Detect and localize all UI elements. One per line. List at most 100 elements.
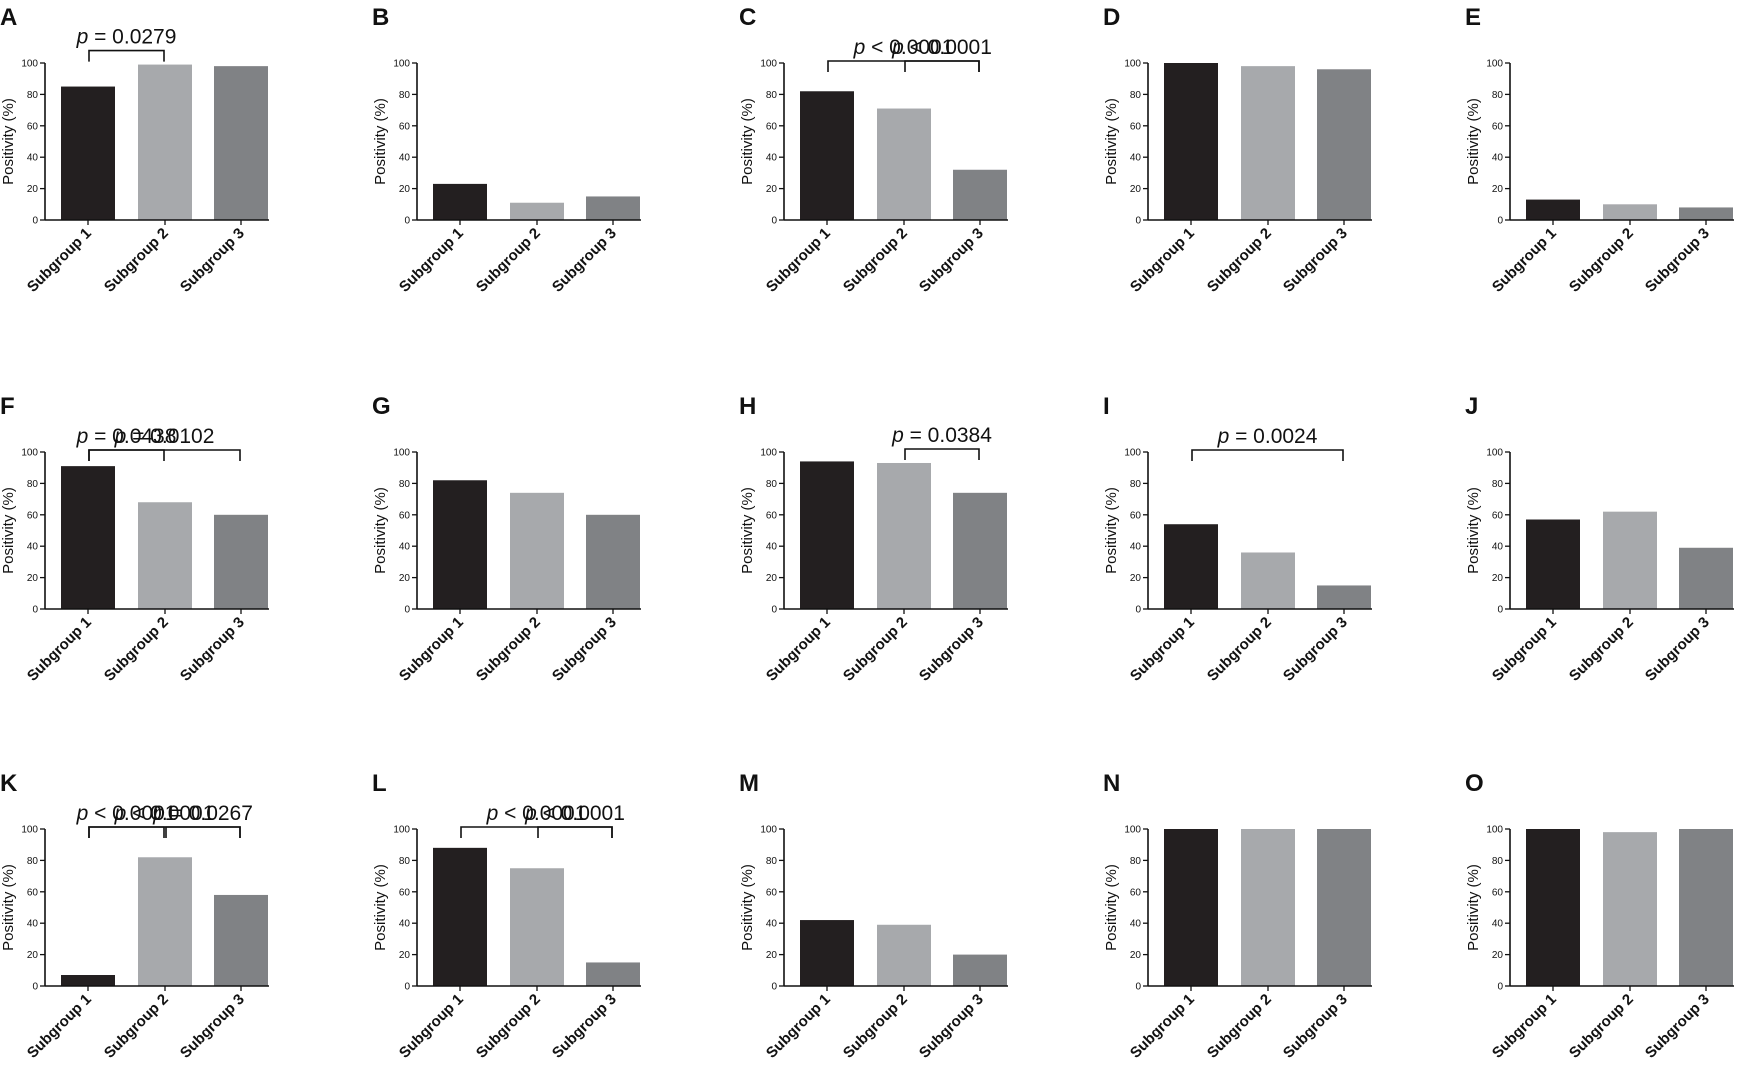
x-tick-label-subgroup-3: Subgroup 3 — [1280, 614, 1351, 685]
x-tick-label-subgroup-2: Subgroup 2 — [840, 225, 911, 296]
y-tick-label: 60 — [766, 121, 778, 132]
y-tick-label: 80 — [399, 856, 411, 867]
y-axis-label: Positivity (%) — [1465, 98, 1482, 185]
p-value-text: < 0.0001 — [537, 802, 625, 825]
x-tick-label-subgroup-3: Subgroup 3 — [1642, 614, 1713, 685]
bar-subgroup-1 — [1526, 519, 1580, 609]
y-tick-label: 20 — [399, 184, 411, 195]
x-tick-label-subgroup-1: Subgroup 1 — [1127, 614, 1198, 685]
bar-subgroup-2 — [138, 857, 192, 986]
y-tick-label: 100 — [21, 825, 38, 836]
y-tick-label: 60 — [27, 510, 39, 521]
panel-letter-f: F — [0, 393, 15, 420]
p-value-label: p < 0.0001 — [486, 802, 587, 825]
y-tick-label: 80 — [1130, 479, 1142, 490]
y-tick-label: 100 — [760, 448, 777, 459]
bracket-line — [165, 826, 241, 838]
bar-subgroup-2 — [877, 924, 931, 986]
x-tick-label-subgroup-3: Subgroup 3 — [549, 614, 620, 685]
y-tick-label: 60 — [27, 887, 39, 898]
panel-letter-n: N — [1103, 770, 1120, 797]
y-tick-label: 40 — [1492, 153, 1504, 164]
x-tick-label-subgroup-2: Subgroup 2 — [101, 991, 172, 1062]
y-tick-label: 0 — [32, 605, 38, 616]
p-value-text: = 0.0279 — [88, 26, 176, 49]
y-tick-label: 60 — [399, 121, 411, 132]
panel-letter-e: E — [1465, 4, 1481, 31]
y-tick-label: 60 — [766, 510, 778, 521]
y-tick-label: 40 — [766, 542, 778, 553]
significance-bracket: p < 0.0001 — [460, 802, 613, 838]
x-tick-label-subgroup-1: Subgroup 1 — [24, 991, 95, 1062]
y-tick-label: 0 — [32, 982, 38, 993]
y-tick-label: 80 — [27, 479, 39, 490]
x-tick-label-subgroup-2: Subgroup 2 — [101, 225, 172, 296]
x-tick-label-subgroup-2: Subgroup 2 — [473, 991, 544, 1062]
p-value-label: p = 0.0384 — [891, 424, 992, 447]
bar-subgroup-2 — [510, 868, 564, 986]
bar-subgroup-2 — [877, 462, 931, 609]
p-symbol: p — [1217, 425, 1230, 448]
y-tick-label: 40 — [1492, 542, 1504, 553]
panel-letter-l: L — [372, 770, 387, 797]
p-symbol: p — [891, 424, 904, 447]
y-tick-label: 20 — [1492, 573, 1504, 584]
panel-letter-b: B — [372, 4, 389, 31]
x-tick-label-subgroup-3: Subgroup 3 — [177, 614, 248, 685]
bracket-line — [88, 826, 165, 838]
x-tick-label-subgroup-1: Subgroup 1 — [24, 225, 95, 296]
y-tick-label: 60 — [399, 510, 411, 521]
x-tick-label-subgroup-3: Subgroup 3 — [177, 991, 248, 1062]
y-tick-label: 0 — [1497, 605, 1503, 616]
significance-bracket: p = 0.0267 — [152, 802, 253, 838]
y-axis-label: Positivity (%) — [0, 98, 17, 185]
bar-subgroup-1 — [1164, 524, 1218, 609]
p-value-label: p = 0.0102 — [114, 425, 215, 448]
y-tick-label: 20 — [1492, 184, 1504, 195]
y-tick-label: 0 — [1135, 605, 1141, 616]
bar-subgroup-1 — [1526, 829, 1580, 986]
p-value-label: p = 0.0438 — [76, 425, 177, 448]
x-tick-label-subgroup-1: Subgroup 1 — [1489, 991, 1560, 1062]
y-axis-label: Positivity (%) — [0, 487, 17, 574]
x-tick-label-subgroup-1: Subgroup 1 — [24, 614, 95, 685]
bracket-line — [904, 60, 980, 72]
y-tick-label: 20 — [1130, 184, 1142, 195]
y-tick-label: 40 — [1130, 919, 1142, 930]
x-tick-label-subgroup-3: Subgroup 3 — [1642, 991, 1713, 1062]
x-tick-label-subgroup-1: Subgroup 1 — [763, 991, 834, 1062]
y-axis-label: Positivity (%) — [0, 864, 17, 951]
x-tick-label-subgroup-1: Subgroup 1 — [1127, 225, 1198, 296]
x-tick-label-subgroup-1: Subgroup 1 — [1489, 614, 1560, 685]
y-axis-label: Positivity (%) — [739, 487, 756, 574]
y-tick-label: 100 — [21, 59, 38, 70]
x-tick-label-subgroup-1: Subgroup 1 — [396, 614, 467, 685]
p-value-label: p < 0.0001 — [853, 36, 954, 59]
bracket-line — [88, 49, 165, 62]
y-tick-label: 20 — [766, 184, 778, 195]
y-tick-label: 20 — [399, 950, 411, 961]
y-tick-label: 80 — [27, 856, 39, 867]
y-tick-label: 60 — [1492, 510, 1504, 521]
y-tick-label: 20 — [399, 573, 411, 584]
y-tick-label: 40 — [27, 919, 39, 930]
bar-subgroup-2 — [1603, 204, 1657, 220]
significance-bracket: p < 0.0001 — [891, 36, 992, 72]
y-tick-label: 60 — [1492, 121, 1504, 132]
y-tick-label: 20 — [27, 950, 39, 961]
y-axis-label: Positivity (%) — [372, 864, 389, 951]
y-axis-label: Positivity (%) — [739, 864, 756, 951]
panel-letter-i: I — [1103, 393, 1110, 420]
p-value-text: < 0.0001 — [88, 802, 176, 825]
x-tick-label-subgroup-3: Subgroup 3 — [177, 225, 248, 296]
x-tick-label-subgroup-2: Subgroup 2 — [1204, 991, 1275, 1062]
bar-subgroup-3 — [1317, 829, 1371, 986]
p-value-text: = 0.0267 — [165, 802, 253, 825]
